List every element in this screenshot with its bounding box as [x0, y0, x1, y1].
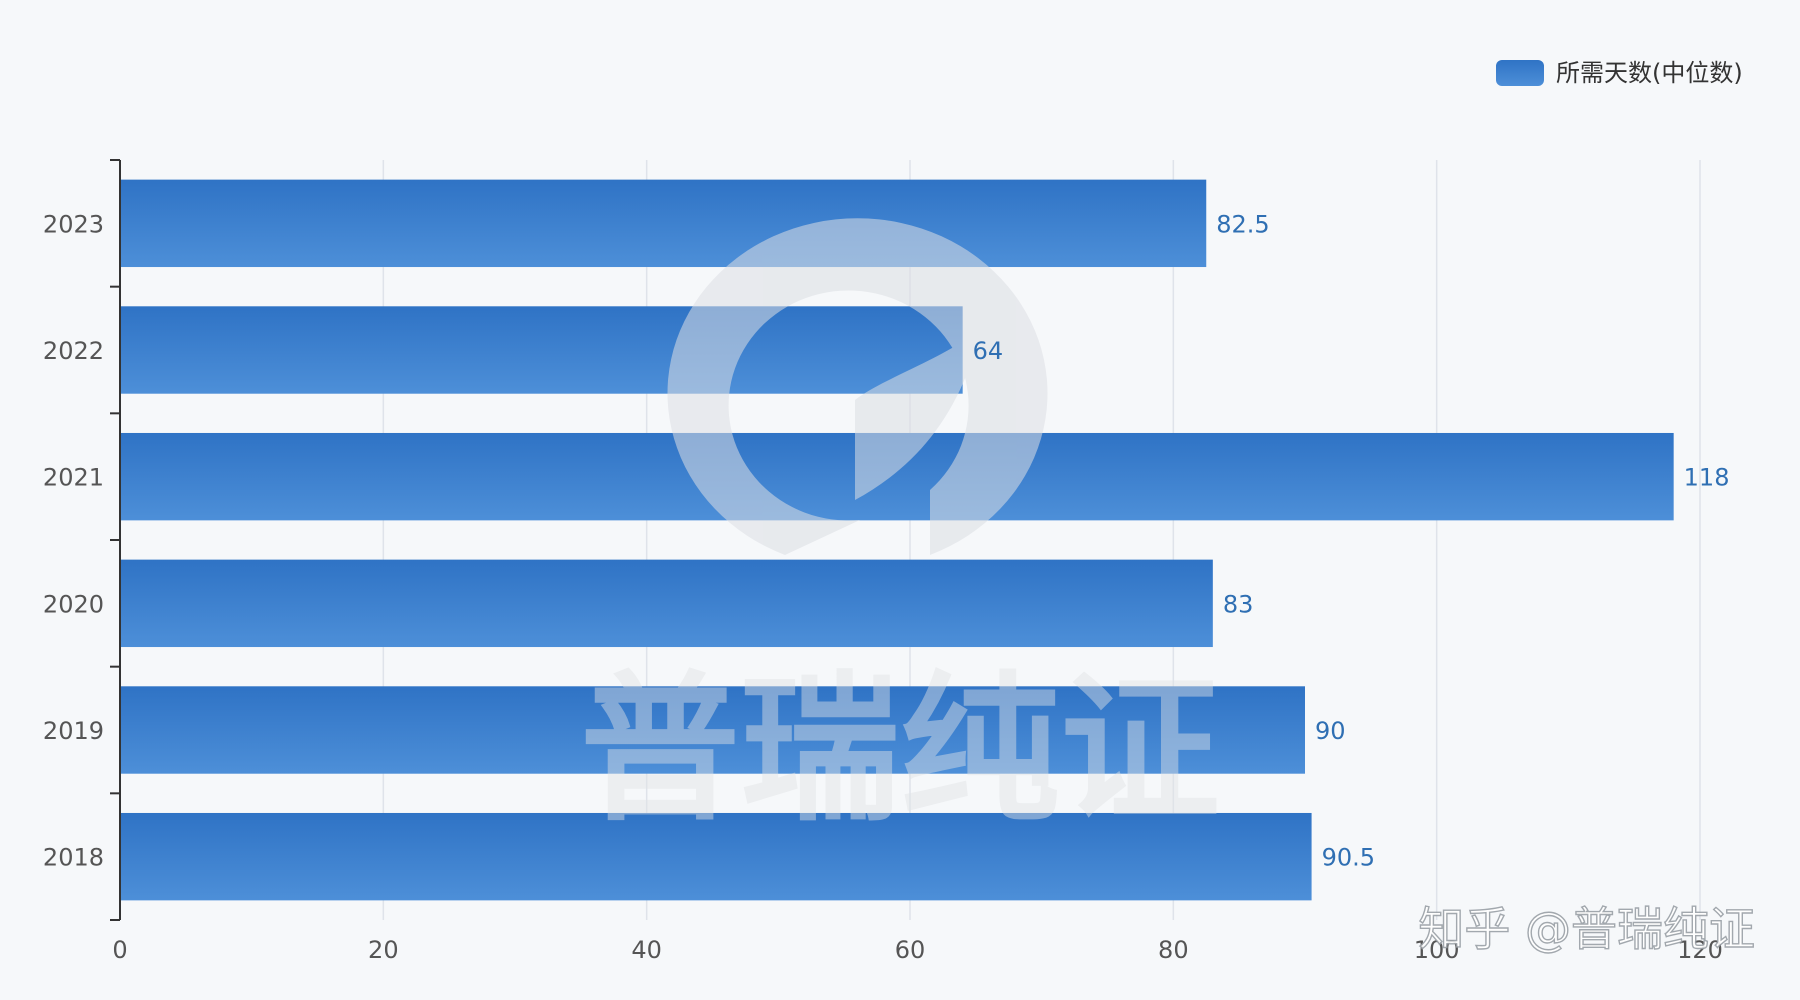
y-tick-label: 2019	[43, 717, 104, 745]
bar	[120, 686, 1305, 774]
y-tick-label: 2021	[43, 464, 104, 492]
watermark-footer-text: 知乎 @普瑞纯证	[1418, 902, 1755, 956]
y-tick-label: 2020	[43, 590, 104, 618]
watermark-center-text: 普瑞纯证	[580, 656, 1220, 843]
labels: 0 20 40 60 80 100 120 2023 82.5 2022 64 2021 118 2020…	[43, 210, 1730, 964]
bars	[120, 179, 1674, 901]
bar-value-label: 64	[973, 337, 1004, 365]
bar	[120, 179, 1207, 268]
bar	[120, 306, 963, 394]
legend-swatch-icon	[1496, 60, 1544, 86]
axes	[110, 159, 121, 921]
x-tick-label: 100	[1414, 936, 1460, 964]
watermark-logo-icon	[667, 218, 1048, 560]
x-tick-label: 120	[1677, 936, 1723, 964]
y-tick-label: 2018	[43, 844, 104, 872]
watermark-text: 普瑞纯证	[580, 656, 1220, 843]
y-tick-label: 2023	[43, 210, 104, 238]
bar-value-label: 83	[1223, 590, 1254, 618]
bar-value-label: 118	[1684, 464, 1730, 492]
x-tick-label: 0	[112, 936, 127, 964]
bar-value-label: 82.5	[1216, 210, 1269, 238]
bar	[120, 559, 1213, 648]
legend-label: 所需天数(中位数)	[1556, 59, 1743, 87]
x-tick-label: 60	[895, 936, 926, 964]
legend[interactable]: 所需天数(中位数)	[1496, 59, 1743, 87]
bar-value-label: 90	[1315, 717, 1346, 745]
bar-value-label: 90.5	[1322, 844, 1375, 872]
bar	[120, 812, 1312, 901]
y-tick-label: 2022	[43, 337, 104, 365]
x-tick-label: 40	[631, 936, 662, 964]
x-tick-label: 20	[368, 936, 399, 964]
x-tick-label: 80	[1158, 936, 1189, 964]
